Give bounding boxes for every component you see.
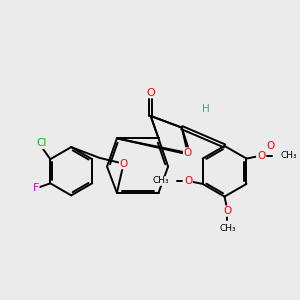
- Text: O: O: [146, 88, 155, 98]
- Text: O: O: [257, 151, 265, 161]
- Text: O: O: [184, 148, 192, 158]
- Text: F: F: [33, 183, 39, 193]
- Text: CH₃: CH₃: [219, 224, 236, 233]
- Text: O: O: [257, 151, 265, 161]
- Text: H: H: [202, 104, 210, 114]
- Text: CH₃: CH₃: [152, 176, 169, 185]
- Text: O: O: [266, 141, 275, 152]
- Text: CH₃: CH₃: [280, 151, 297, 160]
- Text: O: O: [223, 206, 232, 216]
- Text: O: O: [119, 159, 128, 169]
- Text: Cl: Cl: [36, 139, 47, 148]
- Text: O: O: [184, 176, 192, 186]
